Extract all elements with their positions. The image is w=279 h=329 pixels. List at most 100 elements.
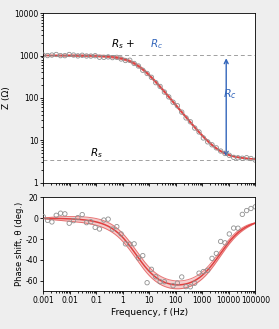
Point (201, 135, 206, 140)
Point (58, 53, 63, 58)
Point (41, 214, 45, 219)
Point (214, 145, 218, 150)
Point (149, 267, 154, 272)
Point (249, 156, 253, 161)
Point (110, 55, 115, 60)
Point (253, 158, 258, 163)
Point (158, 84, 162, 89)
Point (227, 153, 232, 158)
Point (249, 206, 253, 211)
Point (218, 239, 223, 244)
Point (132, 61, 136, 66)
Point (162, 279, 167, 284)
Point (153, 80, 158, 85)
Point (149, 75, 154, 80)
Point (231, 225, 236, 231)
Point (179, 110, 184, 115)
Point (106, 54, 110, 60)
Point (128, 241, 132, 247)
Point (67, 220, 71, 226)
Point (115, 224, 119, 229)
Point (80, 53, 85, 58)
Point (41, 53, 45, 58)
Point (50, 52, 54, 58)
Point (110, 226, 115, 232)
Point (93, 225, 97, 230)
Point (89, 53, 93, 59)
Point (71, 218, 76, 223)
Point (201, 269, 206, 274)
Point (184, 284, 188, 289)
Point (214, 251, 218, 256)
Point (197, 270, 201, 276)
Point (188, 284, 193, 290)
Point (188, 119, 193, 124)
Y-axis label: Phase shift, θ (deg.): Phase shift, θ (deg.) (16, 202, 25, 287)
Point (253, 204, 258, 210)
Point (223, 240, 227, 245)
Point (123, 58, 128, 63)
Y-axis label: Z (Ω): Z (Ω) (2, 87, 11, 109)
Point (67, 52, 71, 57)
Point (175, 280, 180, 286)
Point (179, 274, 184, 280)
Point (106, 216, 110, 222)
Point (231, 155, 236, 160)
Point (167, 94, 171, 100)
Point (63, 53, 67, 58)
Point (240, 156, 244, 161)
Point (93, 53, 97, 58)
Point (63, 211, 67, 216)
Point (136, 63, 141, 69)
Point (76, 53, 80, 59)
Text: $R_s$ +: $R_s$ + (111, 37, 136, 51)
Point (227, 231, 232, 237)
Point (136, 256, 141, 261)
Point (153, 274, 158, 279)
Point (244, 155, 249, 160)
Point (184, 115, 188, 120)
Point (54, 213, 59, 218)
Point (141, 253, 145, 258)
Point (167, 291, 171, 297)
Point (205, 139, 210, 144)
Point (115, 55, 119, 60)
Point (71, 52, 76, 58)
Point (162, 89, 167, 95)
Point (197, 129, 201, 135)
Point (97, 55, 102, 60)
X-axis label: Frequency, f (Hz): Frequency, f (Hz) (111, 308, 188, 317)
Point (58, 211, 63, 216)
Point (45, 218, 50, 223)
Point (54, 52, 59, 57)
Point (84, 53, 89, 59)
Point (171, 100, 175, 105)
Point (158, 279, 162, 284)
Point (76, 215, 80, 220)
Point (141, 68, 145, 73)
Point (50, 219, 54, 225)
Point (45, 53, 50, 58)
Point (193, 125, 197, 131)
Point (84, 220, 89, 225)
Point (210, 142, 214, 147)
Point (236, 155, 240, 161)
Point (236, 226, 240, 231)
Point (128, 58, 132, 63)
Point (80, 212, 85, 217)
Point (244, 208, 249, 213)
Point (175, 103, 180, 109)
Point (119, 231, 123, 237)
Point (102, 217, 106, 223)
Point (132, 241, 136, 246)
Text: $R_c$: $R_c$ (150, 37, 163, 51)
Point (223, 151, 227, 156)
Point (123, 241, 128, 246)
Point (145, 280, 149, 285)
Text: $R_c$: $R_c$ (223, 88, 237, 101)
Point (89, 219, 93, 224)
Point (171, 283, 175, 288)
Point (205, 268, 210, 273)
Point (119, 56, 123, 62)
Point (102, 55, 106, 60)
